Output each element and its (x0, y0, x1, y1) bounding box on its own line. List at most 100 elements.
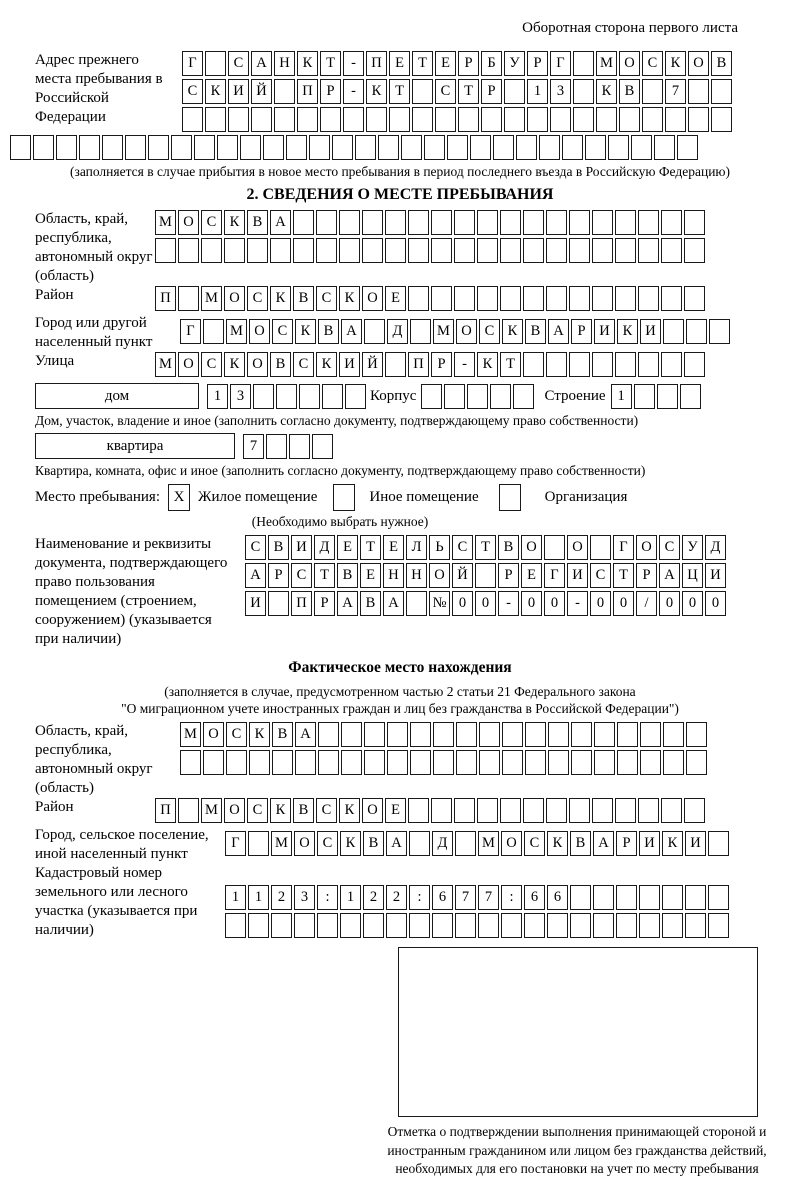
form-cell[interactable]: Т (458, 79, 479, 104)
form-cell[interactable] (322, 383, 343, 409)
form-cell[interactable]: К (249, 722, 270, 747)
form-cell[interactable] (592, 352, 613, 377)
form-cell[interactable] (662, 885, 683, 910)
form-cell[interactable]: 3 (230, 383, 251, 409)
form-cell[interactable]: Г (544, 563, 565, 588)
form-cell[interactable] (523, 286, 544, 311)
form-cell[interactable] (665, 107, 686, 132)
form-cell[interactable] (178, 238, 199, 263)
form-cell[interactable]: А (383, 591, 404, 616)
form-cell[interactable] (435, 107, 456, 132)
form-cell[interactable] (274, 107, 295, 132)
form-cell[interactable]: О (688, 51, 709, 76)
form-cell[interactable]: И (705, 563, 726, 588)
form-cell[interactable]: В (293, 798, 314, 823)
form-cell[interactable] (226, 750, 247, 775)
form-cell[interactable] (125, 135, 146, 160)
form-cell[interactable] (295, 750, 316, 775)
form-cell[interactable] (432, 913, 453, 938)
form-cell[interactable]: К (665, 51, 686, 76)
form-cell[interactable] (686, 319, 707, 344)
form-cell[interactable]: И (685, 831, 706, 856)
form-cell[interactable] (421, 383, 443, 409)
form-cell[interactable] (293, 210, 314, 235)
form-cell[interactable]: Т (314, 563, 335, 588)
form-cell[interactable] (571, 750, 592, 775)
form-cell[interactable] (708, 831, 729, 856)
form-cell[interactable]: В (268, 535, 289, 560)
form-cell[interactable] (320, 107, 341, 132)
form-cell[interactable]: С (479, 319, 500, 344)
form-cell[interactable]: - (343, 51, 364, 76)
form-cell[interactable] (573, 51, 594, 76)
form-cell[interactable] (378, 135, 399, 160)
form-cell[interactable] (685, 885, 706, 910)
form-cell[interactable] (343, 107, 364, 132)
form-cell[interactable] (546, 238, 567, 263)
form-cell[interactable] (201, 238, 222, 263)
form-cell[interactable] (180, 750, 201, 775)
form-cell[interactable] (615, 210, 636, 235)
form-cell[interactable]: А (548, 319, 569, 344)
form-cell[interactable]: С (245, 535, 266, 560)
form-cell[interactable] (547, 913, 568, 938)
form-cell[interactable] (596, 107, 617, 132)
form-cell[interactable] (431, 210, 452, 235)
form-cell[interactable] (570, 913, 591, 938)
form-cell[interactable]: У (682, 535, 703, 560)
form-cell[interactable]: О (247, 352, 268, 377)
form-cell[interactable] (640, 722, 661, 747)
form-cell[interactable] (362, 238, 383, 263)
form-cell[interactable]: В (337, 563, 358, 588)
form-cell[interactable] (688, 79, 709, 104)
form-cell[interactable]: Д (314, 535, 335, 560)
form-cell[interactable] (593, 885, 614, 910)
form-cell[interactable] (431, 238, 452, 263)
form-cell[interactable]: И (291, 535, 312, 560)
form-cell[interactable] (562, 135, 583, 160)
form-cell[interactable]: В (619, 79, 640, 104)
form-cell[interactable]: С (228, 51, 249, 76)
form-cell[interactable]: 0 (590, 591, 611, 616)
form-cell[interactable]: 7 (455, 885, 476, 910)
form-cell[interactable]: К (224, 210, 245, 235)
form-cell[interactable] (454, 798, 475, 823)
form-cell[interactable]: А (341, 319, 362, 344)
form-cell[interactable]: О (294, 831, 315, 856)
form-cell[interactable] (431, 798, 452, 823)
form-cell[interactable] (293, 238, 314, 263)
form-cell[interactable] (571, 722, 592, 747)
form-cell[interactable]: М (155, 210, 176, 235)
form-cell[interactable]: Т (320, 51, 341, 76)
form-cell[interactable] (663, 750, 684, 775)
form-cell[interactable]: К (547, 831, 568, 856)
form-cell[interactable]: 1 (225, 885, 246, 910)
form-cell[interactable]: 1 (248, 885, 269, 910)
form-cell[interactable]: Е (521, 563, 542, 588)
form-cell[interactable] (203, 750, 224, 775)
form-cell[interactable] (708, 913, 729, 938)
form-cell[interactable]: С (590, 563, 611, 588)
form-cell[interactable] (148, 135, 169, 160)
form-cell[interactable] (475, 563, 496, 588)
form-cell[interactable] (477, 798, 498, 823)
form-cell[interactable]: Й (362, 352, 383, 377)
form-cell[interactable]: М (226, 319, 247, 344)
form-cell[interactable]: С (524, 831, 545, 856)
form-cell[interactable]: 1 (207, 383, 228, 409)
form-cell[interactable] (546, 798, 567, 823)
form-cell[interactable] (458, 107, 479, 132)
form-cell[interactable] (56, 135, 77, 160)
form-cell[interactable]: Г (550, 51, 571, 76)
form-cell[interactable] (408, 210, 429, 235)
form-cell[interactable] (433, 722, 454, 747)
form-cell[interactable] (569, 286, 590, 311)
form-cell[interactable] (615, 352, 636, 377)
form-cell[interactable]: О (203, 722, 224, 747)
form-cell[interactable] (362, 210, 383, 235)
form-cell[interactable]: С (247, 286, 268, 311)
form-cell[interactable] (272, 750, 293, 775)
form-cell[interactable]: А (593, 831, 614, 856)
form-cell[interactable] (642, 79, 663, 104)
form-cell[interactable]: Ь (429, 535, 450, 560)
